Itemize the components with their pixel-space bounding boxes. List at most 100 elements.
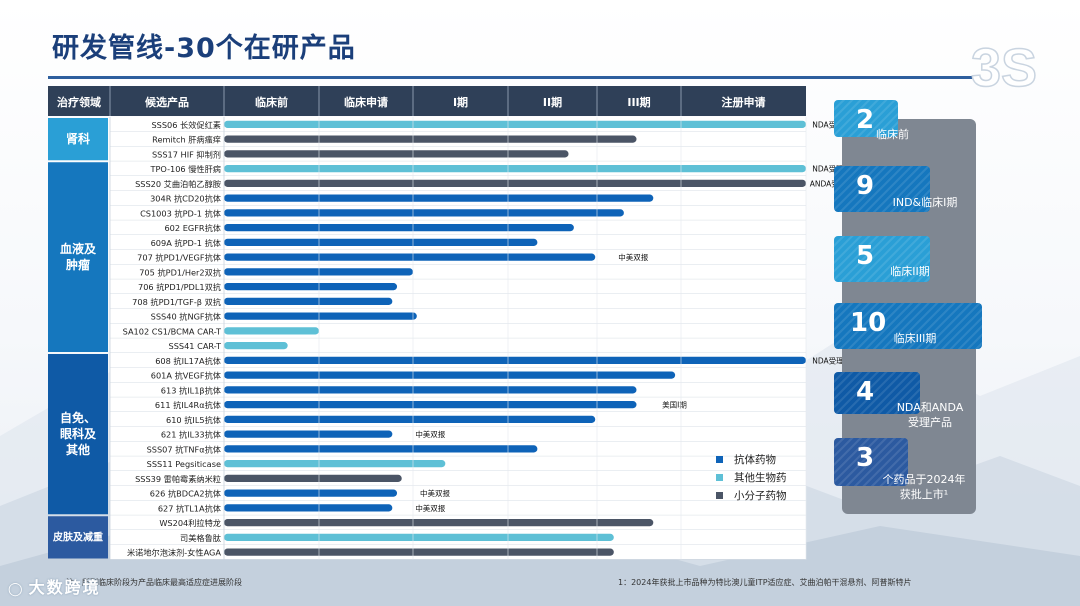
pipeline-bar	[224, 150, 569, 158]
product-label: 米诺地尔泡沫剂-女性AGA	[127, 548, 221, 558]
product-label: 609A 抗PD-1 抗体	[151, 238, 221, 248]
header-stage-3: II期	[543, 95, 562, 109]
pipeline-bar	[224, 194, 654, 202]
summary-count: 2	[856, 105, 875, 135]
summary-pill	[834, 100, 898, 137]
table-row	[110, 279, 806, 294]
header-stage-2: I期	[453, 95, 468, 109]
header-product: 候选产品	[145, 95, 189, 109]
area-label: 血液及	[60, 241, 97, 256]
summary-label: 临床II期	[890, 265, 930, 278]
bar-annotation: NDA受理	[812, 355, 844, 365]
summary-pill	[834, 166, 930, 212]
bar-annotation: 中美双报	[618, 252, 648, 262]
pipeline-bar	[224, 474, 402, 482]
pipeline-bar	[224, 356, 806, 364]
pipeline-bar	[224, 179, 806, 187]
bar-annotation: NDA受理	[812, 119, 844, 129]
pipeline-bar	[224, 327, 319, 335]
pipeline-bar	[224, 519, 654, 527]
pipeline-bar	[224, 445, 538, 453]
header-area: 治疗领域	[57, 95, 101, 109]
svg-text:3S: 3S	[971, 38, 1037, 98]
pipeline-bar	[224, 460, 446, 468]
product-label: 304R 抗CD20抗体	[150, 194, 221, 204]
summary-pill	[834, 372, 920, 414]
product-label: 司美格鲁肽	[180, 533, 221, 543]
area-label: 肾科	[66, 131, 90, 146]
product-label: 602 EGFR抗体	[164, 223, 221, 233]
area-label: 肿瘤	[66, 257, 90, 272]
product-label: 613 抗IL1β抗体	[161, 385, 221, 395]
pipeline-bar	[224, 238, 538, 246]
header-stage-4: III期	[627, 95, 650, 109]
table-row	[110, 323, 806, 339]
pipeline-bar	[224, 209, 624, 217]
pipeline-bar	[224, 312, 417, 320]
product-label: 611 抗IL4Rα抗体	[155, 400, 221, 410]
area-label: 眼科及	[60, 426, 97, 441]
pipeline-bar	[224, 342, 288, 350]
product-label: SSS40 抗NGF抗体	[151, 312, 221, 322]
area-label: 自免、	[60, 410, 96, 425]
area-block	[48, 118, 108, 161]
product-label: WS204利拉特龙	[159, 518, 221, 528]
product-label: SSS11 Pegsiticase	[147, 459, 221, 469]
area-label: 皮肤及减重	[52, 531, 103, 544]
product-label: TPO-106 慢性肝病	[149, 164, 221, 174]
header-stage-1: 临床申请	[344, 95, 388, 109]
bar-annotation: 中美双报	[415, 429, 445, 439]
product-label: SSS41 CAR-T	[169, 341, 222, 351]
legend-swatch	[716, 492, 723, 499]
pipeline-bar	[224, 224, 574, 232]
product-label: Remitch 肝病瘙痒	[152, 135, 221, 145]
area-block	[48, 516, 108, 559]
product-label: CS1003 抗PD-1 抗体	[140, 208, 221, 218]
pipeline-bar	[224, 371, 676, 379]
product-label: SSS39 雷帕霉素纳米粒	[135, 474, 221, 484]
pipeline-bar	[224, 268, 413, 276]
summary-label: IND&临床I期	[892, 196, 958, 209]
summary-count: 10	[850, 308, 887, 338]
summary-label: 临床前	[876, 128, 909, 141]
brand-watermark: ◯ 大数跨境	[8, 574, 101, 598]
company-logo: 3S	[970, 37, 1038, 98]
footnote-right: 1：2024年获批上市品种为特比澳儿童ITP适应症、艾曲泊帕干混悬剂、阿普斯特片	[618, 578, 912, 587]
pipeline-bar	[224, 165, 806, 173]
summary-label: 个药品于2024年 获批上市¹	[882, 473, 966, 502]
header-stage-0: 临床前	[255, 95, 288, 109]
summary-count: 9	[856, 171, 875, 201]
table-row	[110, 308, 806, 324]
product-label: SSS20 艾曲泊帕乙醇胺	[135, 179, 221, 189]
product-label: 601A 抗VEGF抗体	[151, 371, 221, 381]
title-divider	[48, 76, 973, 79]
product-label: 705 抗PD1/Her2双抗	[139, 267, 221, 277]
table-row	[110, 264, 806, 280]
area-block	[48, 354, 108, 515]
pipeline-bar	[224, 297, 393, 305]
pipeline-bar	[224, 489, 398, 497]
summary-pill	[834, 236, 930, 282]
summary-count: 4	[856, 377, 875, 407]
summary-label: 临床III期	[893, 332, 937, 345]
table-row	[110, 338, 806, 353]
summary-count: 3	[856, 443, 875, 473]
summary-count: 5	[856, 241, 875, 271]
bar-annotation: 中美双报	[415, 503, 445, 513]
product-label: SSS07 抗TNFα抗体	[147, 444, 221, 454]
pipeline-bar	[224, 401, 637, 409]
brand-mark-icon: ◯	[8, 582, 25, 597]
pipeline-bar	[224, 120, 806, 128]
product-label: 626 抗BDCA2抗体	[150, 489, 221, 499]
pipeline-bar	[224, 386, 637, 394]
product-label: 706 抗PD1/PDL1双抗	[138, 282, 221, 292]
pipeline-bar	[224, 548, 614, 556]
table-row	[110, 485, 806, 501]
pipeline-bar	[224, 283, 398, 291]
product-label: SSS06 长效促红素	[151, 120, 221, 130]
bar-annotation: NDA受理	[812, 164, 844, 174]
area-block	[48, 162, 108, 352]
bar-annotation: 美国I期	[662, 400, 687, 410]
footnote-left: 注：所列临床阶段为产品临床最高适应症进展阶段	[66, 578, 242, 587]
